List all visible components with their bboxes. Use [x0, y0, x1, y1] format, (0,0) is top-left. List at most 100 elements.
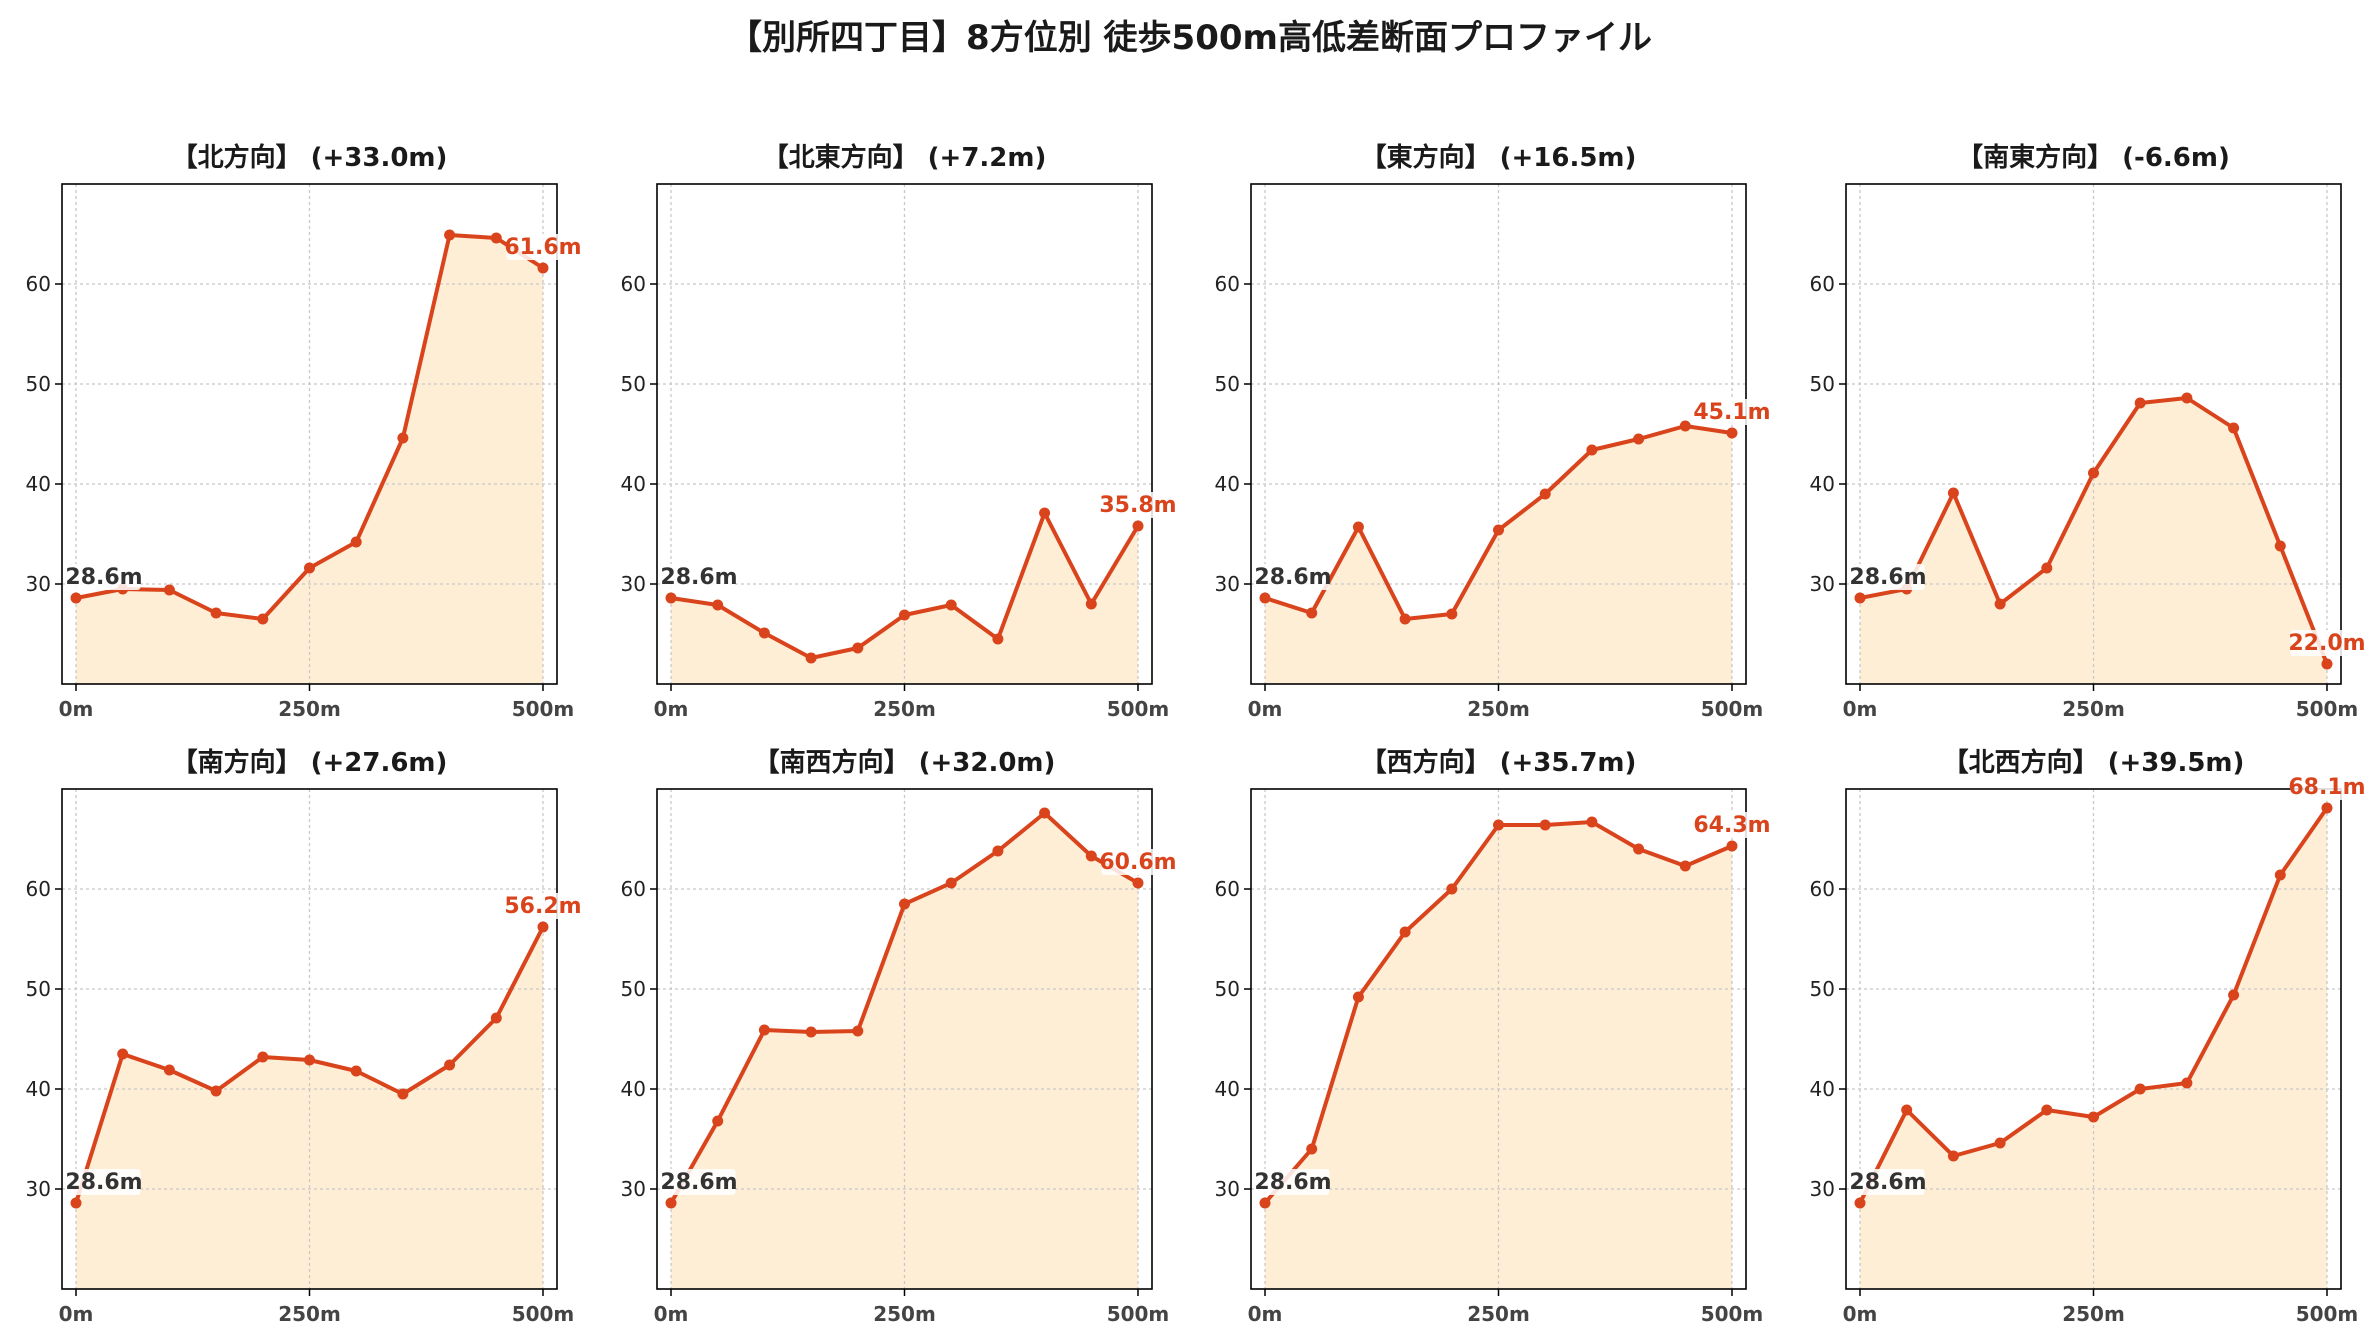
data-point	[899, 609, 910, 621]
y-tick-label: 40	[1810, 472, 1835, 496]
data-point	[712, 1115, 724, 1127]
data-point	[1446, 883, 1458, 895]
x-tick-label: 250m	[1467, 1302, 1530, 1326]
y-tick-label: 30	[1810, 572, 1835, 596]
x-tick-label: 500m	[1107, 697, 1170, 721]
y-tick-label: 50	[1215, 372, 1240, 396]
y-tick-label: 30	[621, 1177, 646, 1201]
data-point	[1039, 507, 1051, 519]
start-label: 28.6m	[1849, 1170, 1926, 1195]
y-tick-label: 40	[26, 472, 51, 496]
data-point	[992, 633, 1004, 645]
x-tick-label: 0m	[654, 1302, 689, 1326]
data-point	[1259, 592, 1271, 604]
y-tick-label: 60	[621, 877, 646, 901]
y-tick-label: 50	[1810, 372, 1835, 396]
data-point	[1306, 1143, 1318, 1155]
subplot-title: 【北東方向】 (+7.2m)	[763, 142, 1047, 173]
y-tick-label: 50	[26, 977, 51, 1001]
data-point	[2181, 392, 2193, 404]
subplot-6: 【西方向】 (+35.7m) 30 40 50 60 0m 250m 500m 28.6m 64.…	[1215, 747, 1771, 1326]
x-tick-label: 0m	[654, 697, 689, 721]
data-point	[2041, 1104, 2053, 1116]
data-point	[1586, 444, 1598, 456]
data-point	[945, 877, 957, 889]
data-point	[1132, 877, 1144, 889]
data-point	[1539, 488, 1551, 500]
data-point	[805, 652, 817, 664]
y-tick-label: 30	[1810, 1177, 1835, 1201]
y-tick-label: 40	[1215, 472, 1240, 496]
data-point	[210, 1085, 222, 1097]
data-point	[444, 1059, 456, 1071]
start-label-bg	[662, 564, 736, 590]
y-tick-label: 60	[1215, 272, 1240, 296]
subplot-3: 【南東方向】 (-6.6m) 30 40 50 60 0m 250m 500m 28.6m 22.…	[1810, 142, 2366, 721]
data-point	[490, 1012, 502, 1024]
end-label-bg	[506, 234, 580, 260]
data-point	[1679, 860, 1691, 872]
end-label: 60.6m	[1099, 850, 1176, 875]
data-point	[70, 592, 82, 604]
x-tick-label: 250m	[278, 1302, 341, 1326]
data-point	[1994, 598, 2006, 610]
data-point	[1085, 850, 1097, 862]
end-label: 68.1m	[2288, 775, 2365, 800]
end-label: 22.0m	[2288, 631, 2365, 656]
data-point	[537, 262, 549, 274]
x-tick-label: 250m	[1467, 697, 1530, 721]
y-tick-label: 60	[26, 272, 51, 296]
data-point	[304, 562, 315, 574]
figure-title: 【別所四丁目】8方位別 徒歩500m高低差断面プロファイル	[728, 18, 1652, 58]
x-tick-label: 500m	[2296, 697, 2359, 721]
y-tick-label: 40	[1215, 1077, 1240, 1101]
y-tick-label: 40	[1810, 1077, 1835, 1101]
start-label-bg	[1851, 564, 1925, 590]
data-point	[758, 1024, 770, 1036]
data-point	[2274, 540, 2286, 552]
area-fill	[671, 513, 1138, 684]
data-point	[2134, 397, 2146, 409]
data-point	[2228, 422, 2240, 434]
x-tick-label: 0m	[59, 1302, 94, 1326]
end-label-bg	[1695, 399, 1769, 425]
data-point	[257, 613, 269, 625]
data-point	[1039, 807, 1051, 819]
y-tick-label: 30	[621, 572, 646, 596]
x-tick-label: 250m	[2062, 1302, 2125, 1326]
area-fill	[1860, 808, 2327, 1289]
data-point	[805, 1026, 817, 1038]
data-point	[665, 592, 677, 604]
data-point	[2088, 1111, 2099, 1123]
data-point	[665, 1197, 677, 1209]
subplot-title: 【南西方向】 (+32.0m)	[754, 747, 1056, 778]
subplot-title: 【東方向】 (+16.5m)	[1361, 142, 1637, 173]
data-point	[1947, 487, 1959, 499]
data-point	[257, 1051, 269, 1063]
data-point	[1132, 520, 1144, 532]
x-tick-label: 250m	[873, 1302, 936, 1326]
data-point	[1352, 521, 1364, 533]
y-tick-label: 60	[621, 272, 646, 296]
x-tick-label: 500m	[2296, 1302, 2359, 1326]
x-tick-label: 500m	[1701, 697, 1764, 721]
data-point	[1726, 840, 1738, 852]
start-label: 28.6m	[660, 1170, 737, 1195]
x-tick-label: 500m	[1107, 1302, 1170, 1326]
end-label: 45.1m	[1693, 400, 1770, 425]
y-tick-label: 60	[1810, 272, 1835, 296]
y-tick-label: 40	[621, 1077, 646, 1101]
data-point	[397, 1088, 409, 1100]
x-tick-label: 250m	[278, 697, 341, 721]
y-tick-label: 50	[621, 372, 646, 396]
data-point	[1901, 1104, 1913, 1116]
data-point	[992, 845, 1004, 857]
data-point	[712, 599, 724, 611]
x-tick-label: 500m	[1701, 1302, 1764, 1326]
data-point	[1633, 843, 1645, 855]
y-tick-label: 50	[26, 372, 51, 396]
data-point	[2041, 562, 2053, 574]
subplot-2: 【東方向】 (+16.5m) 30 40 50 60 0m 250m 500m 28.6m 45.…	[1215, 142, 1771, 721]
data-point	[852, 642, 864, 654]
y-tick-label: 30	[1215, 572, 1240, 596]
